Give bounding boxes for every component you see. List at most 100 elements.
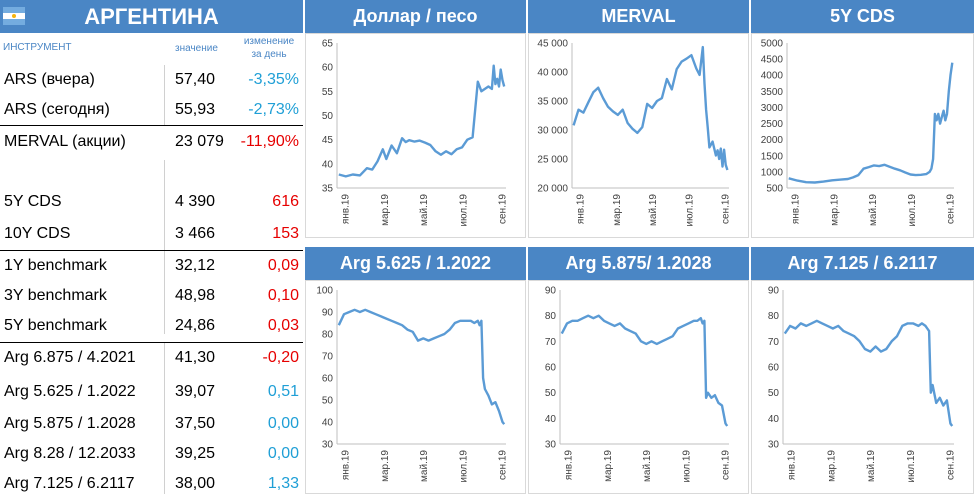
y-tick-label: 40 — [768, 414, 780, 425]
instrument-name: Arg 5.875 / 1.2028 — [4, 415, 136, 432]
y-tick-label: 1000 — [761, 167, 784, 178]
chart-title-merval: MERVAL — [528, 0, 749, 33]
chart-title-arg-2028: Arg 5.875/ 1.2028 — [528, 247, 749, 280]
y-tick-label: 3000 — [761, 103, 784, 114]
chart-usd-ars: 35 40 45 50 55 60 65 янв.19 мар.19 май.19 июл.19 се… — [305, 33, 526, 238]
chart-frame — [528, 33, 749, 238]
y-tick-label: 70 — [768, 337, 780, 348]
y-tick-label: 2500 — [761, 119, 784, 130]
column-header-change: изменение за день — [236, 35, 302, 61]
instrument-value: 48,98 — [175, 287, 216, 304]
x-tick-label: янв.19 — [341, 450, 352, 481]
chart-frame — [751, 280, 974, 494]
chart-arg-2117: 30 40 50 60 70 80 90 янв.19 мар.19 май.19 июл.19 се… — [751, 280, 974, 494]
instrument-change: 0,00 — [267, 415, 299, 432]
y-tick-label: 60 — [322, 374, 334, 385]
x-tick-label: янв.19 — [576, 194, 587, 225]
table-divider — [0, 342, 303, 343]
instrument-value: 3 466 — [175, 225, 216, 242]
x-tick-label: мар.19 — [380, 194, 391, 226]
y-tick-label: 40 — [545, 414, 557, 425]
y-tick-label: 80 — [768, 311, 780, 322]
y-tick-label: 65 — [322, 39, 334, 50]
instrument-value: 32,12 — [175, 257, 216, 274]
y-tick-label: 45 000 — [537, 39, 568, 50]
y-tick-label: 50 — [768, 388, 780, 399]
instrument-value: 39,25 — [175, 445, 216, 462]
chart-merval: 20 000 25 000 30 000 35 000 40 000 45 000 янв.… — [528, 33, 749, 238]
y-tick-label: 30 — [768, 440, 780, 451]
x-tick-label: мар.19 — [380, 450, 391, 482]
table-row: ARS (вчера) 57,40 -3,35% — [0, 65, 303, 95]
series-line — [338, 64, 506, 178]
instrument-change: 0,10 — [267, 287, 299, 304]
y-tick-label: 60 — [322, 63, 334, 74]
instrument-name: MERVAL (акции) — [4, 133, 126, 150]
instrument-change: -2,73% — [248, 101, 299, 118]
table-row: 10Y CDS 3 466 153 — [0, 219, 303, 249]
y-tick-label: 30 000 — [537, 126, 568, 137]
table-row: MERVAL (акции) 23 079 -11,90% — [0, 127, 303, 157]
column-divider — [164, 65, 165, 125]
table-row: 5Y CDS 4 390 616 — [0, 187, 303, 217]
country-header: АРГЕНТИНА — [0, 0, 303, 33]
y-tick-label: 2000 — [761, 135, 784, 146]
chart-frame — [305, 280, 526, 494]
y-tick-label: 90 — [545, 286, 557, 297]
instrument-value: 39,07 — [175, 383, 216, 400]
y-tick-label: 70 — [545, 337, 557, 348]
table-row: Arg 5.625 / 1.2022 39,07 0,51 — [0, 377, 303, 407]
y-tick-label: 20 000 — [537, 184, 568, 195]
y-tick-label: 100 — [316, 286, 333, 297]
y-tick-label: 3500 — [761, 87, 784, 98]
table-row: ARS (сегодня) 55,93 -2,73% — [0, 95, 303, 125]
instrument-change: 1,33 — [267, 475, 299, 492]
y-tick-label: 90 — [322, 308, 334, 319]
instrument-name: 5Y CDS — [4, 193, 62, 210]
instrument-value: 4 390 — [175, 193, 216, 210]
x-tick-label: май.19 — [868, 194, 879, 226]
y-tick-label: 60 — [768, 363, 780, 374]
series-line — [572, 45, 729, 171]
instrument-change: -11,90% — [240, 133, 299, 150]
instrument-change: 153 — [272, 225, 299, 242]
chart-title-arg-2022: Arg 5.625 / 1.2022 — [305, 247, 526, 280]
instrument-name: 5Y benchmark — [4, 317, 107, 334]
instrument-value: 23 079 — [175, 133, 224, 150]
x-tick-label: янв.19 — [341, 194, 352, 225]
series-line — [337, 308, 506, 425]
x-tick-label: мар.19 — [612, 194, 623, 226]
instrument-change: 0,00 — [267, 445, 299, 462]
y-tick-label: 55 — [322, 87, 334, 98]
x-tick-label: май.19 — [648, 194, 659, 226]
instrument-change: 0,09 — [267, 257, 299, 274]
instrument-change: 0,03 — [267, 317, 299, 334]
x-tick-label: июл.19 — [458, 450, 469, 483]
x-tick-label: мар.19 — [826, 450, 837, 482]
instrument-value: 38,00 — [175, 475, 216, 492]
x-tick-label: июл.19 — [906, 450, 917, 483]
x-tick-label: май.19 — [419, 194, 430, 226]
column-header-instrument: ИНСТРУМЕНТ — [3, 42, 72, 53]
chart-5y-cds: 500 1000 1500 2000 2500 3000 3500 4000 4500 5000 я… — [751, 33, 974, 238]
y-tick-label: 35 000 — [537, 97, 568, 108]
instrument-name: Arg 8.28 / 12.2033 — [4, 445, 136, 462]
y-tick-label: 1500 — [761, 151, 784, 162]
chart-frame — [528, 280, 749, 494]
y-tick-label: 60 — [545, 363, 557, 374]
chart-frame — [751, 33, 974, 238]
instrument-name: Arg 5.625 / 1.2022 — [4, 383, 136, 400]
country-title: АРГЕНТИНА — [84, 4, 219, 29]
x-tick-label: сен.19 — [721, 450, 732, 480]
x-tick-label: май.19 — [419, 450, 430, 482]
column-header-change-line2: за день — [251, 49, 287, 60]
x-tick-label: июл.19 — [907, 194, 918, 227]
y-tick-label: 50 — [322, 111, 334, 122]
y-tick-label: 50 — [322, 396, 334, 407]
series-line — [560, 314, 729, 427]
instrument-value: 41,30 — [175, 349, 216, 366]
y-tick-label: 40 — [322, 418, 334, 429]
x-tick-label: июл.19 — [681, 450, 692, 483]
column-header-value: значение — [175, 43, 218, 54]
y-tick-label: 30 — [545, 440, 557, 451]
